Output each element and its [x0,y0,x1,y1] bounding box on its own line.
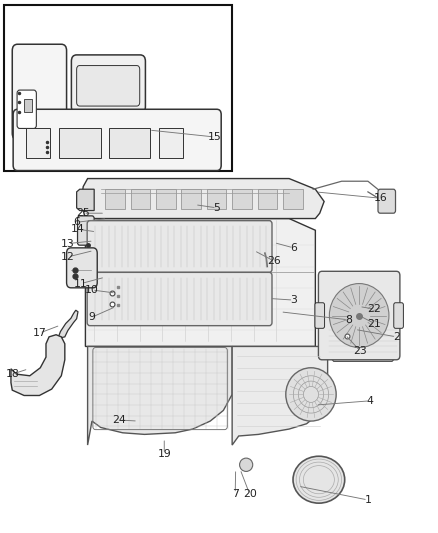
Text: 25: 25 [76,208,90,218]
Bar [159,128,183,158]
Bar [4,5,232,171]
Text: 6: 6 [73,217,80,227]
Polygon shape [232,346,328,445]
Text: 21: 21 [367,319,381,328]
Text: 4: 4 [367,396,374,406]
Text: 20: 20 [243,489,257,499]
Polygon shape [328,320,399,361]
Bar [232,189,252,209]
Polygon shape [88,346,232,445]
FancyBboxPatch shape [318,271,400,360]
Text: 19: 19 [157,449,171,459]
FancyBboxPatch shape [12,44,67,140]
FancyBboxPatch shape [87,221,272,272]
Bar [207,189,226,209]
Polygon shape [58,310,78,338]
Text: 13: 13 [61,239,75,248]
Text: 16: 16 [374,193,388,203]
FancyBboxPatch shape [13,109,221,171]
Text: 23: 23 [353,346,367,356]
Text: 8: 8 [345,315,352,325]
FancyBboxPatch shape [71,55,145,113]
Polygon shape [11,335,65,395]
FancyBboxPatch shape [315,303,325,328]
Ellipse shape [286,368,336,421]
Text: 26: 26 [267,256,281,266]
Text: 2: 2 [393,332,400,342]
Text: 14: 14 [71,224,85,234]
FancyBboxPatch shape [378,189,396,213]
Polygon shape [77,189,94,211]
Text: 15: 15 [208,132,222,142]
Text: 18: 18 [5,369,19,379]
Bar [156,189,176,209]
Bar [105,189,125,209]
Bar [59,128,101,158]
Text: 5: 5 [213,203,220,213]
FancyBboxPatch shape [394,303,403,328]
Text: 11: 11 [74,279,88,288]
Text: 3: 3 [290,295,297,305]
Text: 6: 6 [290,243,297,253]
Bar [181,189,201,209]
Bar [24,99,32,112]
Text: 7: 7 [232,489,239,498]
Bar [109,128,150,158]
Text: 9: 9 [88,312,95,322]
FancyBboxPatch shape [78,216,94,245]
Text: 1: 1 [364,495,371,505]
FancyBboxPatch shape [17,90,36,128]
FancyBboxPatch shape [67,248,97,288]
Text: 22: 22 [367,304,381,314]
FancyBboxPatch shape [77,66,140,106]
Text: 10: 10 [85,285,99,295]
Polygon shape [81,179,324,219]
Ellipse shape [329,284,389,348]
Text: 17: 17 [32,328,46,338]
FancyBboxPatch shape [87,272,272,326]
Bar [283,189,303,209]
Ellipse shape [293,456,345,503]
Bar [26,128,50,158]
Bar [258,189,277,209]
Text: 12: 12 [61,252,75,262]
Bar [131,189,150,209]
Text: 24: 24 [112,415,126,425]
Polygon shape [85,219,315,346]
Ellipse shape [240,458,253,471]
